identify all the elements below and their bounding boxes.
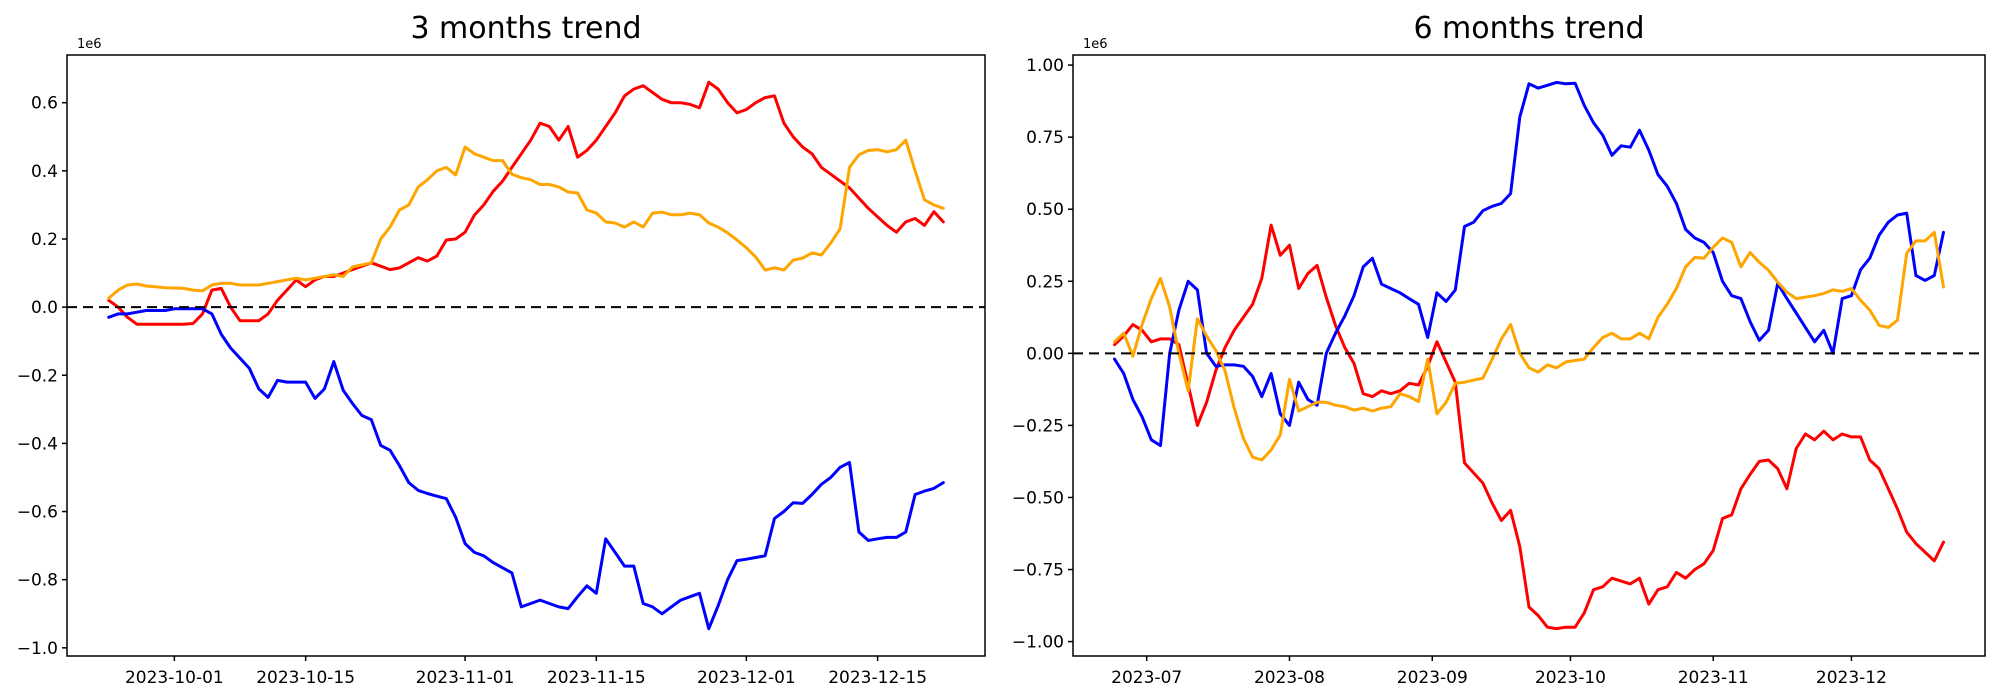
chart-title-6-months: 6 months trend (1413, 11, 1644, 46)
y-tick-label: 0.75 (1026, 128, 1064, 148)
plot-area-6-months: 2023-07 2023-08 2023-09 2023-10 2023-11 2023-… (1012, 54, 1986, 688)
y-tick-label: −0.2 (17, 366, 58, 386)
y-tick-label: 0.0 (31, 298, 58, 318)
plot-area-3-months: 2023-10-01 2023-10-15 2023-11-01 2023-11-15… (17, 54, 986, 688)
orange-series-line (107, 138, 945, 300)
red-series-line (1113, 223, 1945, 631)
axes-frame (1072, 54, 1986, 657)
x-tick-label: 2023-08 (1254, 668, 1325, 688)
three-months-trend-chart: 3 months trend 1e6 2023-10-01 2023-10-15 2… (17, 11, 986, 688)
blue-series-line (1113, 80, 1945, 448)
chart-title-3-months: 3 months trend (410, 11, 641, 46)
x-tick-label: 2023-12 (1816, 668, 1887, 688)
blue-series-line (107, 307, 945, 631)
y-tick-label: −0.25 (1012, 416, 1064, 436)
six-months-trend-chart: 6 months trend 1e6 2023-07 2023-08 2023-09… (1012, 11, 1986, 688)
x-tick-label: 2023-10-15 (256, 668, 355, 688)
y-tick-label: 0.50 (1026, 200, 1064, 220)
y-tick-label: 0.6 (31, 94, 58, 114)
y-tick-label: 0.4 (31, 162, 58, 182)
y-tick-label: 1.00 (1026, 56, 1064, 76)
axes-frame (66, 54, 986, 657)
y-tick-label: 0.2 (31, 230, 58, 250)
y-tick-label: 0.25 (1026, 272, 1064, 292)
y-tick-label: 0.00 (1026, 344, 1064, 364)
x-tick-label: 2023-12-15 (828, 668, 927, 688)
y-axis-offset-label-3-months: 1e6 (77, 37, 102, 52)
orange-series-line (1113, 230, 1945, 462)
x-tick-label: 2023-12-01 (697, 668, 796, 688)
red-series-line (107, 80, 945, 326)
y-axis-offset-label-6-months: 1e6 (1083, 37, 1108, 52)
y-tick-label: −1.0 (17, 639, 58, 659)
y-tick-label: −0.4 (17, 434, 58, 454)
x-tick-label: 2023-07 (1111, 668, 1182, 688)
x-tick-label: 2023-11-15 (547, 668, 646, 688)
x-tick-label: 2023-11-01 (416, 668, 515, 688)
x-tick-label: 2023-10 (1535, 668, 1606, 688)
y-tick-label: −0.6 (17, 503, 58, 523)
y-tick-label: −0.50 (1012, 488, 1064, 508)
six-months-trend-panel: 6 months trend 1e6 2023-07 2023-08 2023-09… (1000, 0, 2000, 700)
x-tick-label: 2023-09 (1397, 668, 1468, 688)
y-tick-label: −0.75 (1012, 561, 1064, 581)
y-tick-label: −1.00 (1012, 633, 1064, 653)
x-tick-label: 2023-10-01 (125, 668, 224, 688)
y-tick-label: −0.8 (17, 571, 58, 591)
x-tick-label: 2023-11 (1678, 668, 1749, 688)
three-months-trend-panel: 3 months trend 1e6 2023-10-01 2023-10-15 2… (17, 11, 986, 688)
